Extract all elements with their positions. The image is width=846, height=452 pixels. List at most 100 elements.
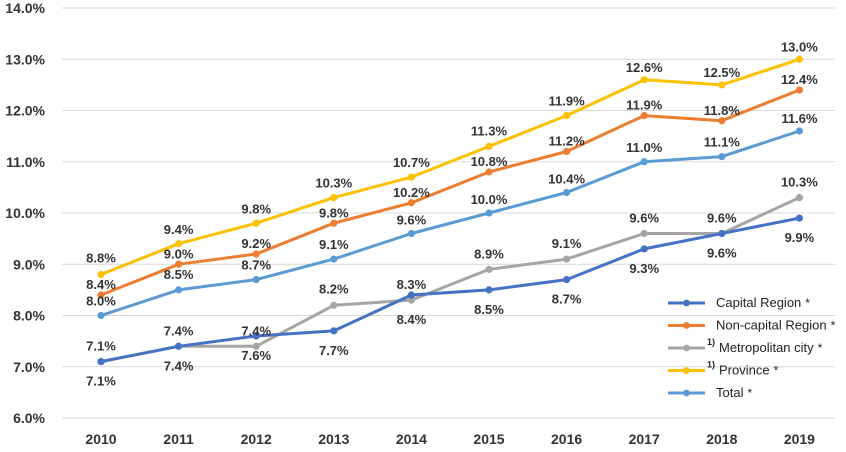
legend-asterisk: * (805, 296, 810, 310)
data-label-capital: 7.7% (319, 343, 349, 358)
data-label-capital: 9.6% (707, 246, 737, 261)
data-point-noncapital (407, 199, 415, 207)
data-point-metro (640, 229, 648, 238)
data-label-province: 10.7% (393, 155, 430, 170)
data-label-metro: 7.4% (241, 323, 271, 338)
legend-label-noncapital: Non-capital Region * (716, 318, 836, 333)
legend-name: Non-capital Region (716, 318, 827, 333)
data-label-total: 11.1% (704, 135, 741, 150)
data-label-noncapital: 12.4% (781, 72, 818, 87)
y-tick-label: 10.0% (5, 205, 45, 221)
data-point-capital (407, 291, 415, 299)
data-label-province: 12.6% (626, 60, 663, 75)
data-label-province: 9.4% (164, 222, 194, 237)
data-label-total: 8.7% (241, 258, 271, 273)
legend-marker-total (683, 389, 690, 397)
data-label-metro: 8.3% (397, 277, 427, 292)
data-label-metro: 9.6% (707, 211, 737, 226)
data-label-metro: 10.3% (781, 175, 818, 190)
data-point-total (640, 158, 648, 166)
data-point-province (795, 55, 804, 63)
y-axis-tick-labels: 6.0% 7.0% 8.0% 9.0% 10.0% 11.0% 12.0% 13.0% 14.0… (5, 0, 45, 426)
data-point-province (330, 194, 338, 202)
data-point-noncapital (97, 291, 105, 299)
data-point-metro (330, 301, 338, 309)
data-label-province: 13.0% (781, 39, 818, 54)
series-line-noncapital (100, 88, 800, 297)
data-label-capital: 7.6% (241, 348, 271, 363)
data-point-noncapital (795, 86, 804, 94)
data-label-province: 12.5% (703, 65, 740, 80)
legend-name: Metropolitan city (719, 340, 814, 355)
data-label-noncapital: 9.8% (319, 205, 349, 220)
data-label-metro: 7.4% (164, 323, 194, 338)
data-label-noncapital: 11.8% (704, 103, 741, 118)
series-lines (100, 57, 801, 364)
y-tick-label: 9.0% (13, 256, 45, 272)
data-point-capital (485, 286, 493, 294)
legend-marker-noncapital (683, 322, 690, 329)
legend-label-capital: Capital Region * (716, 295, 810, 310)
y-tick-label: 8.0% (13, 308, 45, 324)
data-label-capital: 8.7% (552, 292, 582, 307)
data-point-metro (485, 265, 493, 273)
data-point-province (485, 142, 493, 150)
data-point-metro (407, 296, 415, 304)
data-label-noncapital: 11.9% (626, 98, 663, 113)
data-point-noncapital (563, 147, 571, 156)
y-tick-label: 14.0% (5, 0, 45, 16)
data-point-noncapital (718, 117, 726, 125)
legend-marker-metro (683, 344, 690, 352)
data-point-total (485, 209, 493, 217)
data-point-metro (795, 194, 804, 202)
data-label-metro: 8.9% (474, 246, 504, 261)
data-label-metro: 7.1% (86, 339, 116, 354)
data-label-capital: 8.5% (474, 302, 504, 317)
data-label-noncapital: 9.2% (241, 236, 271, 251)
x-tick-label: 2015 (473, 431, 504, 447)
data-point-total (407, 229, 415, 238)
data-point-capital (640, 245, 648, 253)
series-points (97, 55, 804, 366)
legend-label-total: Total * (716, 385, 752, 400)
data-point-capital (175, 342, 183, 350)
data-label-noncapital: 11.2% (549, 134, 586, 149)
data-label-metro: 9.6% (629, 211, 659, 226)
data-point-capital (97, 358, 105, 366)
data-label-total: 11.0% (626, 140, 663, 155)
x-tick-label: 2016 (551, 431, 582, 447)
data-point-province (640, 76, 648, 84)
data-label-noncapital: 8.4% (86, 277, 116, 292)
data-label-total: 10.0% (471, 192, 508, 207)
legend-name: Total (716, 385, 744, 400)
legend-footnote-mark: 1) (707, 337, 715, 347)
y-tick-label: 7.0% (13, 359, 45, 375)
data-point-total (330, 255, 338, 263)
legend-name: Province (719, 363, 770, 378)
data-label-total: 8.0% (86, 294, 116, 309)
legend-asterisk: * (818, 341, 823, 355)
data-point-noncapital (175, 260, 183, 268)
data-point-province (175, 240, 183, 248)
x-tick-label: 2018 (706, 431, 737, 447)
data-labels: 7.1% 7.4% 7.6% 7.7% 8.4% 8.5% 8.7% 9.3% 9.6% 9.9%… (86, 39, 818, 388)
data-point-total (718, 153, 726, 161)
data-point-province (97, 270, 105, 279)
data-point-total (175, 286, 183, 294)
data-point-province (718, 81, 726, 89)
data-label-capital: 7.4% (164, 358, 194, 373)
data-point-capital (252, 332, 260, 340)
x-tick-label: 2010 (85, 431, 116, 447)
series-line-total (100, 129, 800, 317)
data-label-capital: 8.4% (397, 312, 427, 327)
data-point-noncapital (485, 168, 493, 176)
data-point-province (252, 219, 260, 227)
data-label-province: 10.3% (315, 176, 352, 191)
data-label-province: 8.8% (86, 251, 116, 266)
data-point-noncapital (252, 250, 260, 258)
x-tick-label: 2013 (318, 431, 349, 447)
x-tick-label: 2014 (396, 431, 427, 447)
legend: Capital Region * Non-capital Region * 1) Metr… (668, 295, 836, 400)
